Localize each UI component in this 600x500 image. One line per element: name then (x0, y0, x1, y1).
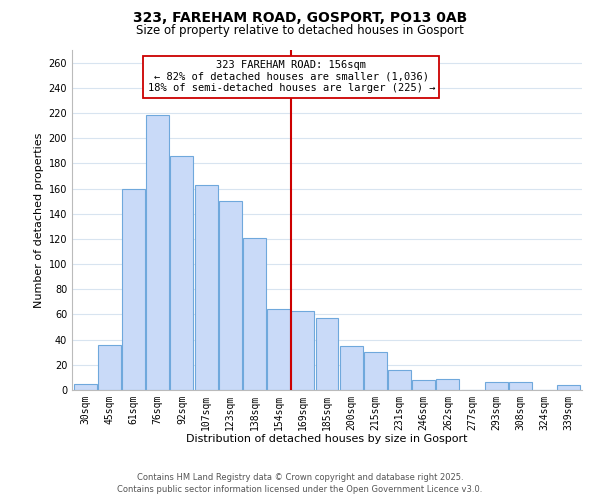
Text: Size of property relative to detached houses in Gosport: Size of property relative to detached ho… (136, 24, 464, 37)
Bar (292, 310, 314, 390)
Text: 323, FAREHAM ROAD, GOSPORT, PO13 0AB: 323, FAREHAM ROAD, GOSPORT, PO13 0AB (133, 11, 467, 25)
Bar (364, 352, 387, 390)
Bar (267, 310, 290, 390)
Bar (170, 156, 193, 390)
Text: 323 FAREHAM ROAD: 156sqm
← 82% of detached houses are smaller (1,036)
18% of sem: 323 FAREHAM ROAD: 156sqm ← 82% of detach… (148, 60, 435, 94)
Bar (412, 380, 435, 390)
Bar (243, 238, 266, 390)
Bar (340, 346, 362, 390)
Bar (194, 184, 218, 390)
Bar (219, 201, 242, 390)
Bar (436, 378, 460, 390)
Bar (146, 116, 169, 390)
X-axis label: Distribution of detached houses by size in Gosport: Distribution of detached houses by size … (186, 434, 468, 444)
Bar (557, 385, 580, 390)
Bar (74, 384, 97, 390)
Bar (509, 382, 532, 390)
Bar (316, 318, 338, 390)
Bar (98, 344, 121, 390)
Bar (388, 370, 411, 390)
Text: Contains HM Land Registry data © Crown copyright and database right 2025.
Contai: Contains HM Land Registry data © Crown c… (118, 472, 482, 494)
Bar (122, 188, 145, 390)
Bar (485, 382, 508, 390)
Y-axis label: Number of detached properties: Number of detached properties (34, 132, 44, 308)
